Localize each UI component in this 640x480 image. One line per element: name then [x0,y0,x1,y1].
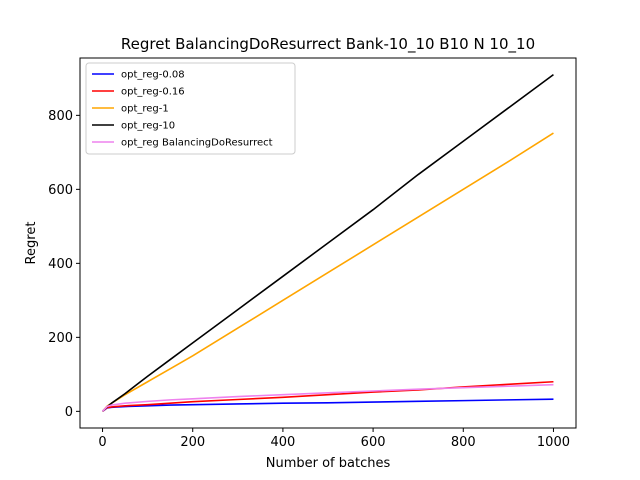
legend-label: opt_reg-1 [121,104,169,115]
y-tick-label: 400 [48,257,73,272]
series-line-5 [101,383,554,412]
legend-label: opt_reg-0.08 [121,70,185,81]
chart-title: Regret BalancingDoResurrect Bank-10_10 B… [121,35,535,54]
x-tick-label: 400 [270,435,295,450]
x-tick-label: 200 [180,435,205,450]
x-axis-label: Number of batches [266,456,391,471]
y-tick-label: 600 [48,183,73,198]
legend-label: opt_reg-10 [121,121,175,132]
x-tick-label: 800 [451,435,476,450]
y-tick-label: 800 [48,109,73,124]
x-tick-label: 0 [98,435,106,450]
y-tick-label: 200 [48,331,73,346]
y-axis: 0 200 400 600 800 [48,109,80,420]
plot-area [79,57,577,429]
series-layer [101,74,554,412]
y-tick-label: 0 [65,405,73,420]
legend-label: opt_reg-0.16 [121,87,185,98]
y-axis-label: Regret [24,222,39,265]
series-line-4 [101,74,554,412]
legend: opt_reg-0.08 opt_reg-0.16 opt_reg-1 opt_reg… [85,62,296,155]
x-tick-label: 1000 [537,435,570,450]
legend-box [85,62,296,155]
plot-frame [79,57,577,429]
x-axis: 0 200 400 600 800 1000 [98,428,570,450]
legend-label: opt_reg BalancingDoResurrect [121,138,273,149]
x-tick-label: 600 [361,435,386,450]
